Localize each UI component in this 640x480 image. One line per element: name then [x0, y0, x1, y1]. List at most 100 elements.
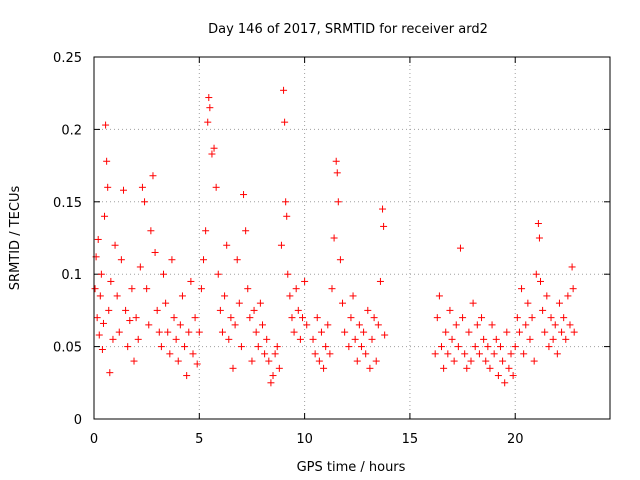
data-point: [374, 321, 382, 329]
data-point: [334, 198, 342, 206]
data-point: [438, 343, 446, 351]
data-point: [275, 364, 283, 372]
data-point: [435, 292, 443, 300]
data-point: [115, 328, 123, 336]
data-point: [499, 357, 507, 365]
data-point: [539, 306, 547, 314]
data-point: [357, 343, 365, 351]
data-point: [446, 306, 454, 314]
data-point: [368, 335, 376, 343]
data-point: [347, 314, 355, 322]
data-point: [172, 335, 180, 343]
data-point: [117, 256, 125, 264]
data-point: [433, 314, 441, 322]
data-point: [558, 328, 566, 336]
data-point: [467, 357, 475, 365]
data-point: [267, 379, 275, 387]
data-point: [200, 256, 208, 264]
data-point: [341, 328, 349, 336]
data-point: [106, 369, 114, 377]
data-point: [204, 118, 212, 126]
data-point: [136, 263, 144, 271]
data-point: [227, 314, 235, 322]
data-point: [482, 357, 490, 365]
data-point: [456, 244, 464, 252]
data-point: [113, 292, 121, 300]
data-point: [288, 314, 296, 322]
data-point: [528, 314, 536, 322]
data-point: [303, 321, 311, 329]
chart-title: Day 146 of 2017, SRMTID for receiver ard…: [208, 22, 488, 37]
data-point: [223, 241, 231, 249]
data-point: [102, 121, 110, 129]
data-point: [145, 321, 153, 329]
data-point: [208, 150, 216, 158]
data-point: [281, 118, 289, 126]
data-point: [187, 277, 195, 285]
data-point: [191, 314, 199, 322]
data-point: [362, 350, 370, 358]
x-tick-label: 0: [90, 432, 98, 447]
data-point: [518, 285, 526, 293]
data-point: [515, 328, 523, 336]
data-point: [372, 357, 380, 365]
y-axis-label: SRMTID / TECUs: [8, 186, 23, 291]
y-tick-label: 0: [74, 413, 82, 428]
data-point: [332, 157, 340, 165]
data-point: [381, 331, 389, 339]
data-point: [520, 350, 528, 358]
axis-ticks: 0 0.05 0.1 0.15 0.2 0.25 0 5 10 15 20: [53, 51, 610, 447]
data-point: [271, 350, 279, 358]
data-point: [119, 186, 127, 194]
data-point: [273, 343, 281, 351]
data-point: [513, 314, 521, 322]
data-point: [178, 292, 186, 300]
data-point: [463, 364, 471, 372]
data-point: [111, 241, 119, 249]
data-point: [330, 234, 338, 242]
data-point: [166, 350, 174, 358]
data-point: [292, 285, 300, 293]
data-point: [311, 350, 319, 358]
data-point: [170, 314, 178, 322]
data-point: [189, 350, 197, 358]
data-point: [122, 306, 130, 314]
data-points: [91, 86, 578, 387]
data-point: [206, 104, 214, 112]
data-point: [324, 321, 332, 329]
data-point: [509, 372, 517, 380]
data-point: [448, 335, 456, 343]
data-point: [442, 328, 450, 336]
data-point: [315, 357, 323, 365]
data-point: [235, 299, 243, 307]
data-point: [183, 372, 191, 380]
data-point: [286, 292, 294, 300]
data-point: [237, 343, 245, 351]
data-point: [143, 285, 151, 293]
data-point: [553, 350, 561, 358]
data-point: [155, 328, 163, 336]
data-point: [562, 335, 570, 343]
data-point: [450, 357, 458, 365]
data-point: [98, 345, 106, 353]
data-point: [364, 306, 372, 314]
data-point: [333, 169, 341, 177]
data-point: [130, 357, 138, 365]
y-tick-label: 0.2: [61, 123, 82, 138]
data-point: [349, 292, 357, 300]
data-point: [535, 234, 543, 242]
data-point: [555, 299, 563, 307]
data-point: [105, 306, 113, 314]
data-point: [444, 350, 452, 358]
data-point: [511, 343, 519, 351]
x-tick-label: 20: [507, 432, 524, 447]
data-point: [494, 372, 502, 380]
x-tick-label: 10: [296, 432, 313, 447]
data-point: [124, 343, 132, 351]
data-point: [109, 335, 117, 343]
data-point: [296, 335, 304, 343]
data-point: [547, 314, 555, 322]
data-point: [160, 270, 168, 278]
data-point: [202, 227, 210, 235]
